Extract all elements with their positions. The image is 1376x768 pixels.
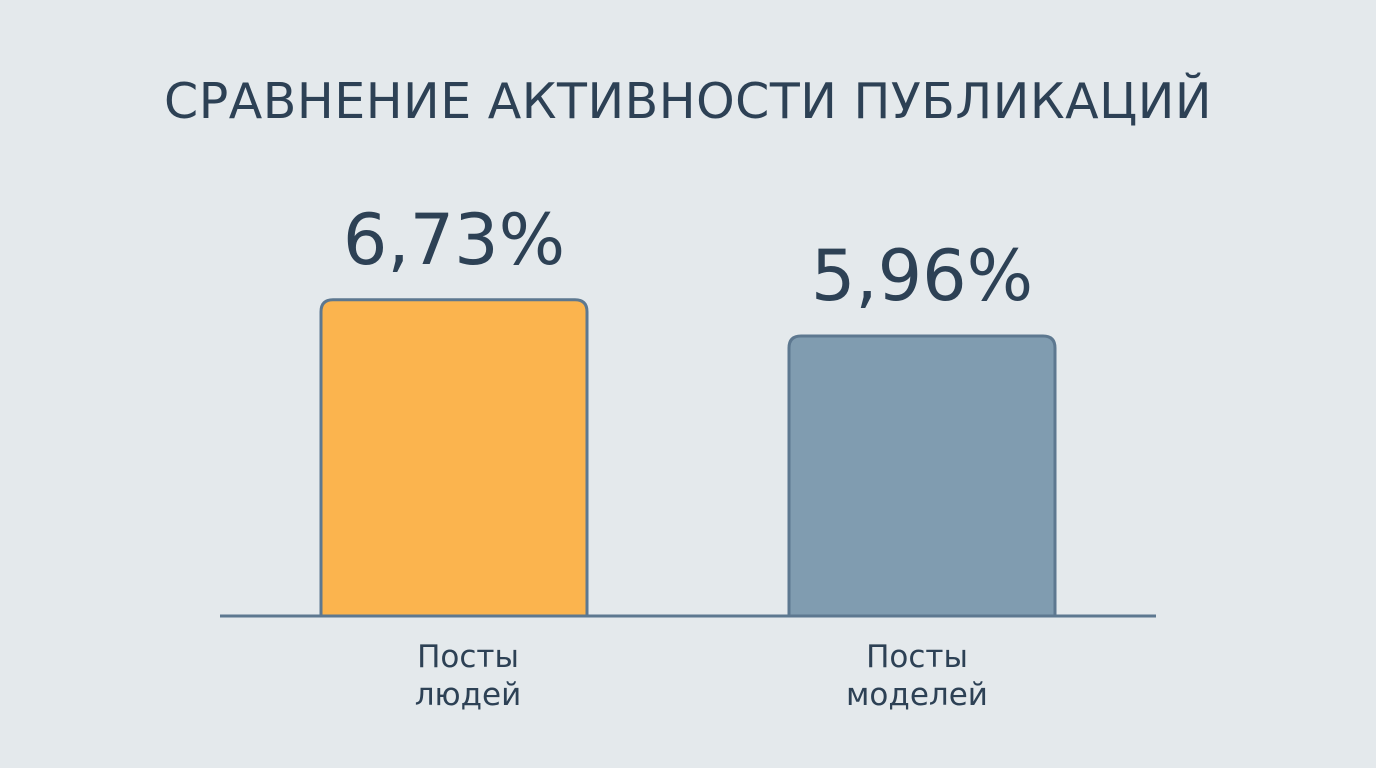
bars-layer: [319, 298, 1057, 618]
category-label-2-line-1: Посты: [866, 639, 968, 675]
bar-1: [319, 298, 589, 618]
category-label-1: Посты людей: [415, 639, 522, 713]
value-label-2: 5,96%: [811, 235, 1033, 317]
value-label-1: 6,73%: [343, 199, 565, 281]
category-label-2-line-2: моделей: [846, 677, 988, 713]
chart-title: СРАВНЕНИЕ АКТИВНОСТИ ПУБЛИКАЦИЙ: [163, 73, 1213, 130]
bar-2: [787, 334, 1057, 618]
category-label-1-line-2: людей: [415, 677, 522, 713]
category-label-1-line-1: Посты: [417, 639, 519, 675]
category-label-2: Посты моделей: [846, 639, 988, 713]
